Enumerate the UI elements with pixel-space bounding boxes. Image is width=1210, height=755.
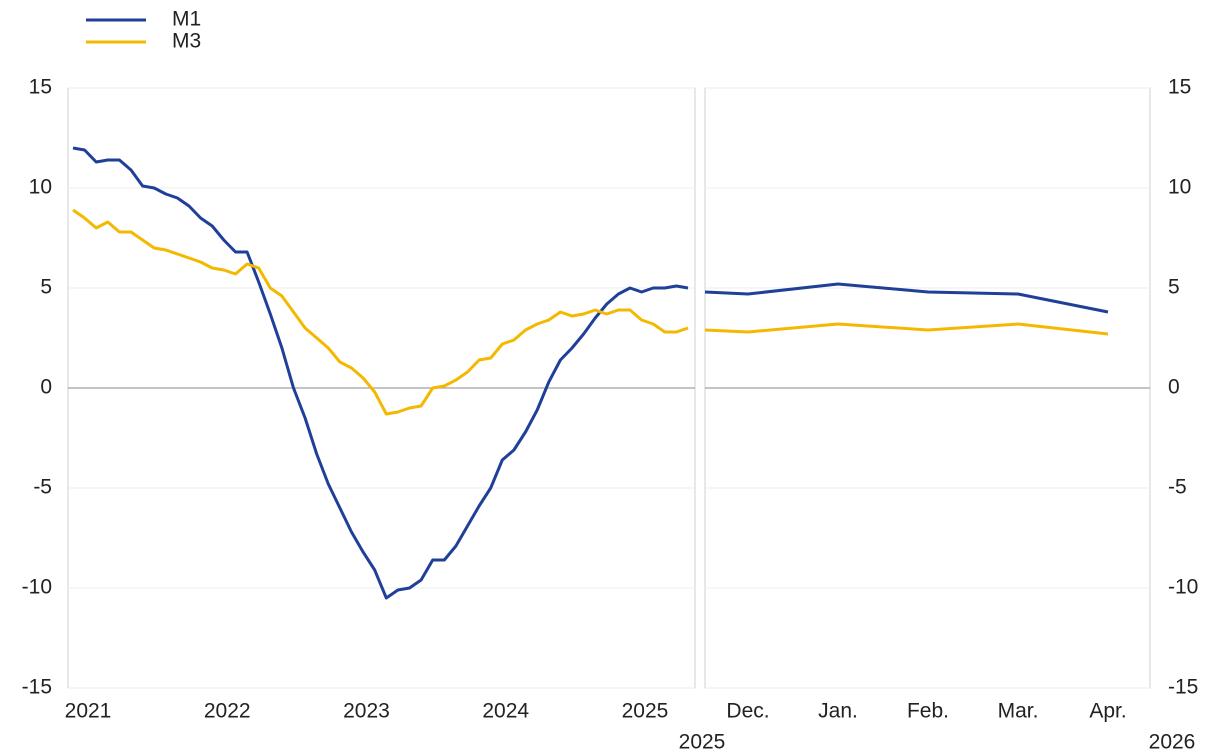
x-tick-label: Mar. bbox=[998, 700, 1039, 723]
y-tick-label: -15 bbox=[1168, 676, 1198, 699]
x-tick-label: 2021 bbox=[65, 700, 112, 723]
year-label: 2025 bbox=[679, 731, 726, 754]
y-tick-label: -15 bbox=[22, 676, 52, 699]
series-line bbox=[72, 208, 689, 416]
series-line bbox=[704, 282, 1109, 314]
y-tick-label: -5 bbox=[1168, 476, 1187, 499]
year-label: 2026 bbox=[1149, 731, 1196, 754]
x-tick-label: Apr. bbox=[1089, 700, 1126, 723]
x-tick-label: 2024 bbox=[482, 700, 529, 723]
x-tick-label: 2025 bbox=[622, 700, 669, 723]
series-line bbox=[72, 146, 689, 600]
y-tick-label: -10 bbox=[1168, 576, 1198, 599]
y-tick-label: 5 bbox=[1168, 276, 1180, 299]
x-tick-label: 2022 bbox=[204, 700, 251, 723]
x-tick-label: Dec. bbox=[726, 700, 769, 723]
y-tick-label: 10 bbox=[1168, 176, 1191, 199]
x-tick-label: Feb. bbox=[907, 700, 949, 723]
y-tick-label: 5 bbox=[40, 276, 52, 299]
y-tick-label: 10 bbox=[29, 176, 52, 199]
x-tick-label: 2023 bbox=[343, 700, 390, 723]
y-tick-label: 0 bbox=[1168, 376, 1180, 399]
y-tick-label: -5 bbox=[33, 476, 52, 499]
legend-label: M1 bbox=[172, 8, 201, 31]
y-tick-label: -10 bbox=[22, 576, 52, 599]
series-line bbox=[704, 322, 1109, 336]
y-tick-label: 15 bbox=[29, 76, 52, 99]
y-tick-label: 0 bbox=[40, 376, 52, 399]
legend-label: M3 bbox=[172, 30, 201, 53]
x-tick-label: Jan. bbox=[818, 700, 858, 723]
y-tick-label: 15 bbox=[1168, 76, 1191, 99]
